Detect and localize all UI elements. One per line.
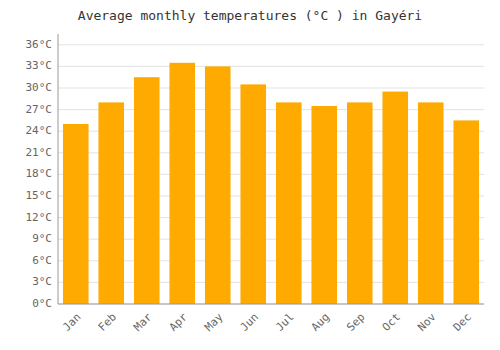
bar	[169, 63, 195, 304]
x-tick-label: Feb	[96, 311, 119, 334]
x-tick-label: Jun	[238, 311, 261, 334]
x-tick-label: Nov	[415, 310, 439, 334]
x-tick-label: Apr	[167, 310, 191, 334]
y-tick-label: 0°C	[32, 297, 52, 310]
grid-line	[58, 88, 484, 89]
y-tick-label: 18°C	[26, 167, 53, 180]
x-tick-label: Oct	[380, 311, 403, 334]
grid-line	[58, 304, 484, 305]
y-axis: 0°C 3°C 6°C 9°C 12°C 15°C 18°C 21°C 24°C 27°C 30°C…	[26, 38, 53, 310]
bar	[240, 84, 266, 304]
bar	[276, 102, 302, 304]
x-tick-label: Jul	[273, 311, 296, 334]
chart-container: 0°C 3°C 6°C 9°C 12°C 15°C 18°C 21°C 24°C 27°C 30°C…	[0, 0, 500, 350]
title: Average monthly temperatures (°C ) in Ga…	[78, 8, 422, 23]
x-tick-label: Sep	[344, 311, 367, 334]
x-tick-label: Mar	[131, 310, 155, 334]
y-tick-label: 15°C	[26, 189, 53, 202]
bar	[63, 124, 89, 304]
bar	[134, 77, 160, 304]
x-tick-label: May	[202, 310, 226, 334]
bar	[311, 106, 337, 304]
bar	[418, 102, 444, 304]
bar	[205, 66, 231, 304]
x-axis: Jan Feb Mar Apr May Jun Jul Aug Sep Oct Nov Dec	[60, 310, 474, 334]
x-tick-label: Dec	[451, 311, 474, 334]
grid	[58, 45, 484, 304]
y-tick-label: 36°C	[26, 38, 53, 51]
y-tick-label: 30°C	[26, 81, 53, 94]
x-axis-line	[58, 304, 484, 305]
y-tick-label: 9°C	[32, 232, 52, 245]
grid-line	[58, 66, 484, 67]
bar	[382, 92, 408, 304]
x-tick-label: Aug	[309, 311, 332, 334]
y-tick-label: 24°C	[26, 124, 53, 137]
bar	[98, 102, 124, 304]
x-tick-label: Jan	[60, 311, 83, 334]
grid-line	[58, 44, 484, 45]
chart-svg: 0°C 3°C 6°C 9°C 12°C 15°C 18°C 21°C 24°C 27°C 30°C…	[0, 0, 500, 350]
bar	[453, 120, 479, 304]
bar	[347, 102, 373, 304]
y-axis-line	[58, 34, 59, 304]
y-tick-label: 21°C	[26, 146, 53, 159]
bars	[63, 63, 479, 304]
y-tick-label: 3°C	[32, 275, 52, 288]
y-tick-label: 12°C	[26, 211, 53, 224]
y-tick-label: 33°C	[26, 59, 53, 72]
y-tick-label: 6°C	[32, 254, 52, 267]
y-tick-label: 27°C	[26, 103, 53, 116]
